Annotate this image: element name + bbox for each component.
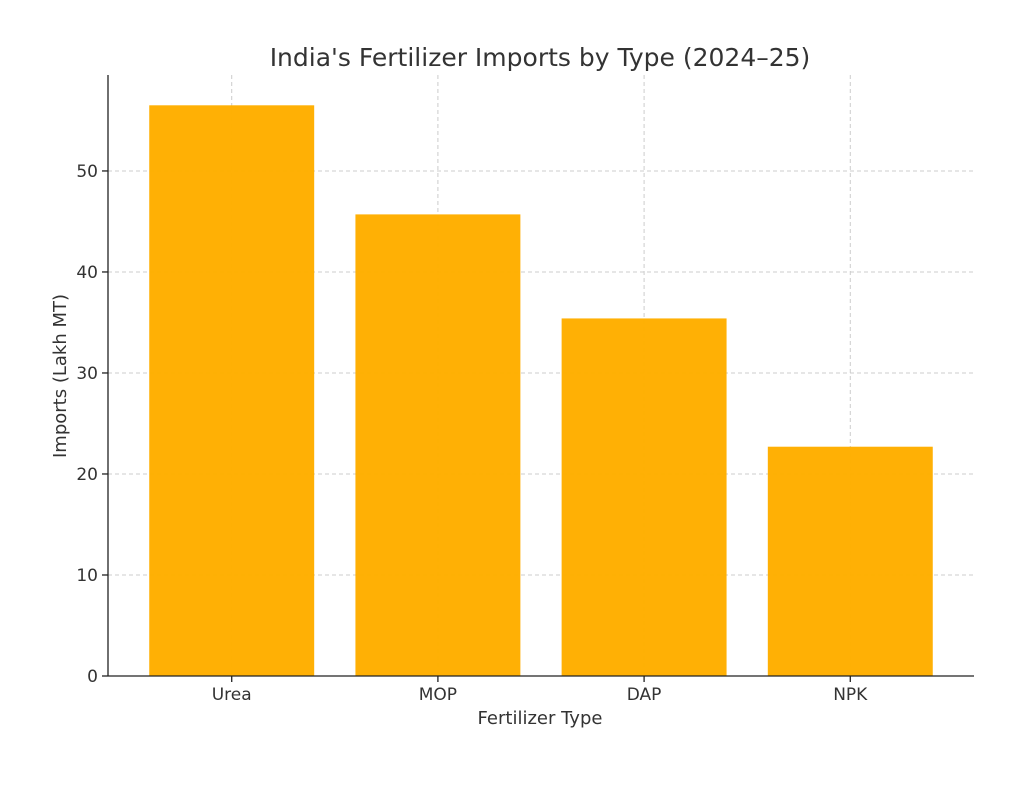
- bars: [149, 105, 933, 677]
- bar-mop: [355, 214, 521, 676]
- x-tick-labels: Urea MOP DAP NPK: [212, 676, 868, 705]
- x-tick-label-dap: DAP: [627, 685, 662, 705]
- y-tick-label-10: 10: [76, 566, 98, 586]
- axes: [107, 75, 974, 677]
- x-tick-label-urea: Urea: [212, 685, 252, 705]
- y-tick-label-50: 50: [76, 162, 98, 182]
- bar-urea: [149, 105, 315, 677]
- chart-title: India's Fertilizer Imports by Type (2024…: [270, 43, 811, 72]
- y-tick-labels: 0 10 20 30 40 50: [76, 162, 108, 687]
- y-tick-label-20: 20: [76, 465, 98, 485]
- bar-npk: [767, 446, 933, 676]
- y-tick-label-30: 30: [76, 364, 98, 384]
- y-axis-label: Imports (Lakh MT): [50, 294, 71, 458]
- y-tick-label-40: 40: [76, 263, 98, 283]
- x-tick-label-npk: NPK: [833, 685, 868, 705]
- bar-dap: [561, 318, 727, 676]
- y-tick-label-0: 0: [87, 667, 98, 687]
- x-axis-label: Fertilizer Type: [478, 708, 603, 729]
- x-tick-label-mop: MOP: [419, 685, 457, 705]
